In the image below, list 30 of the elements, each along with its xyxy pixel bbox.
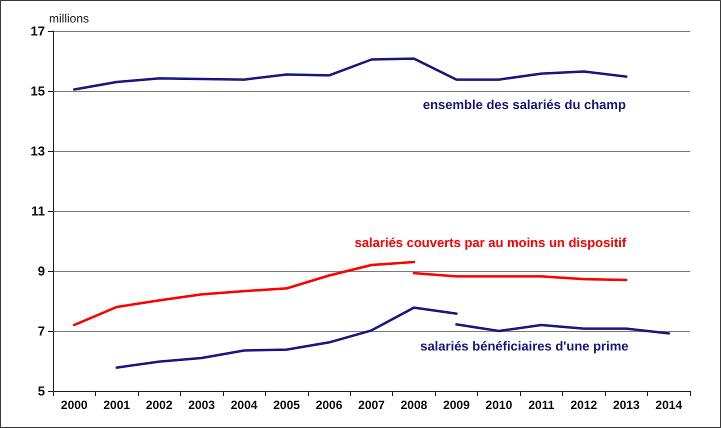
line-series (72, 260, 416, 326)
line-series (72, 57, 628, 91)
x-tick-label: 2005 (273, 398, 300, 412)
series-label: ensemble des salariés du champ (422, 97, 626, 112)
x-tick-label: 2007 (358, 398, 386, 412)
x-tick-label: 2014 (655, 398, 682, 412)
series-label: salariés couverts par au moins un dispositif (354, 235, 627, 250)
y-tick-label: 13 (30, 144, 45, 158)
x-tick-label: 2012 (570, 398, 598, 412)
x-tick-label: 2011 (528, 398, 555, 412)
line-series (455, 323, 670, 335)
y-tick-label: 17 (30, 24, 45, 38)
x-tick-label: 2002 (146, 398, 173, 412)
y-tick-label: 15 (30, 84, 45, 98)
x-tick-label: 2009 (443, 398, 470, 412)
y-tick-label: 9 (38, 264, 45, 278)
y-tick-label: 11 (31, 204, 45, 218)
y-axis-title: millions (49, 12, 90, 26)
x-tick-label: 2013 (612, 398, 640, 412)
x-tick-label: 2003 (188, 398, 216, 412)
x-tick-label: 2006 (316, 398, 343, 412)
y-tick-label: 5 (38, 384, 45, 398)
y-tick-label: 7 (38, 324, 45, 338)
x-tick-label: 2010 (486, 398, 513, 412)
line-series (412, 272, 628, 282)
x-tick-label: 2008 (400, 398, 428, 412)
x-tick-label: 2004 (230, 398, 258, 412)
text: salariés bénéficiaires d'une prime (420, 338, 629, 354)
x-tick-label: 2001 (103, 398, 130, 412)
x-tick-label: 2000 (60, 398, 88, 412)
